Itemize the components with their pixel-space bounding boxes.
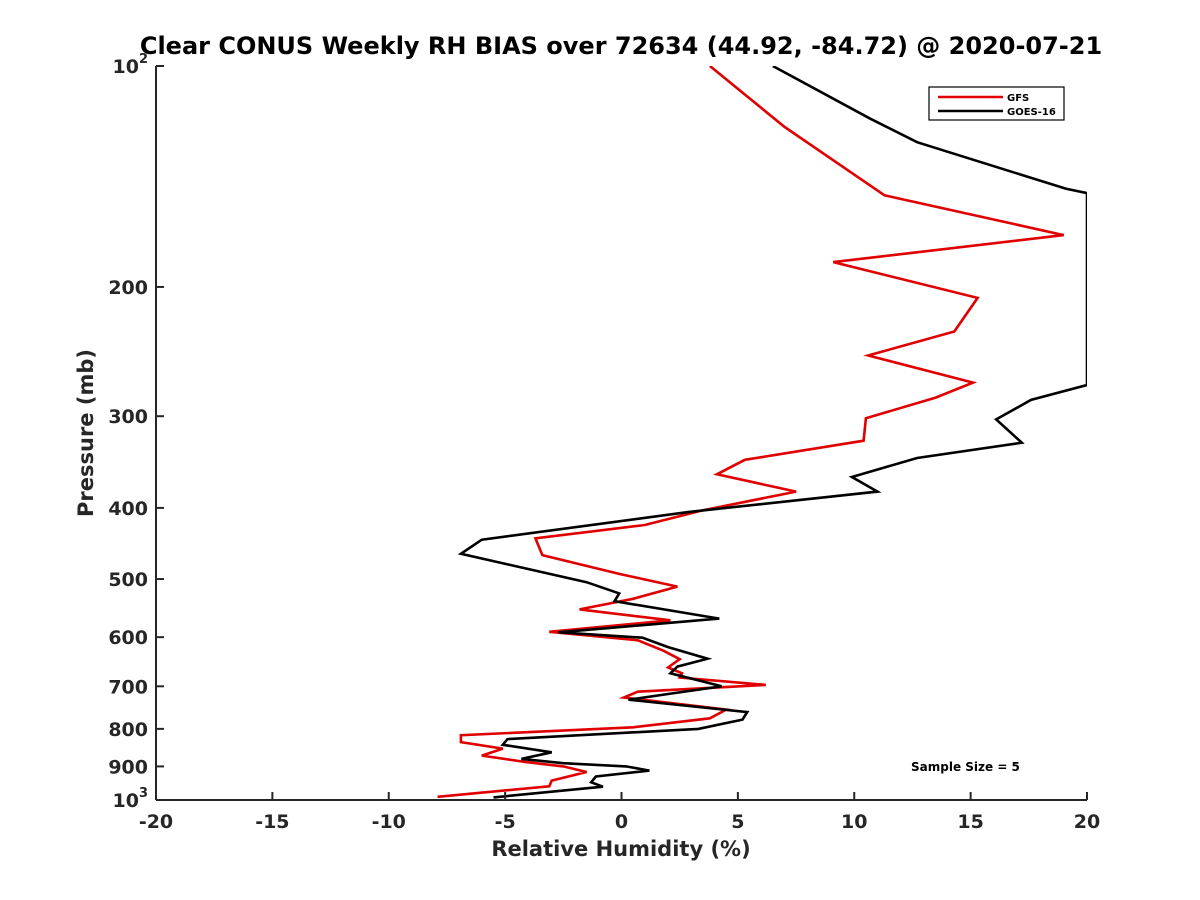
series-line-goes16: [457, 66, 1087, 799]
y-tick-label: 102: [113, 52, 149, 78]
x-axis-label: Relative Humidity (%): [491, 837, 750, 861]
x-tick-label: 20: [1074, 811, 1100, 833]
y-tick-label: 700: [108, 676, 148, 698]
y-tick-label: 600: [108, 627, 148, 649]
y-tick-label: 400: [108, 498, 148, 520]
legend-box: [928, 86, 1065, 121]
y-tick-label: 300: [108, 406, 148, 428]
series-line-gfs: [437, 66, 1064, 799]
x-tick-label: 5: [731, 811, 744, 833]
x-tick-label: 10: [841, 811, 867, 833]
y-ticks: 200 300 400 500 600 700 800 900 102 103: [108, 52, 164, 812]
axes-layer: [155, 66, 1087, 801]
y-tick-label: 103: [113, 786, 149, 812]
x-tick-label: -10: [372, 811, 406, 833]
legend-label-goes16: GOES-16: [1007, 107, 1056, 118]
x-tick-label: -15: [255, 811, 289, 833]
x-tick-label: 15: [957, 811, 983, 833]
legend-label-gfs: GFS: [1007, 93, 1029, 104]
chart-title: Clear CONUS Weekly RH BIAS over 72634 (4…: [140, 32, 1102, 60]
x-tick-label: -20: [139, 811, 173, 833]
y-tick-label: 200: [108, 277, 148, 299]
y-tick-label: 500: [108, 569, 148, 591]
x-ticks: -20 -15 -10 -5 0 5 10 15 20: [139, 792, 1100, 833]
y-tick-label: 900: [108, 756, 148, 778]
legend: GFS GOES-16: [928, 86, 1065, 121]
x-tick-label: -5: [495, 811, 516, 833]
x-tick-label: 0: [615, 811, 628, 833]
series-layer: [437, 66, 1087, 799]
y-axis-label: Pressure (mb): [74, 349, 98, 517]
sample-size-annotation: Sample Size = 5: [911, 760, 1020, 774]
y-tick-label: 800: [108, 719, 148, 741]
